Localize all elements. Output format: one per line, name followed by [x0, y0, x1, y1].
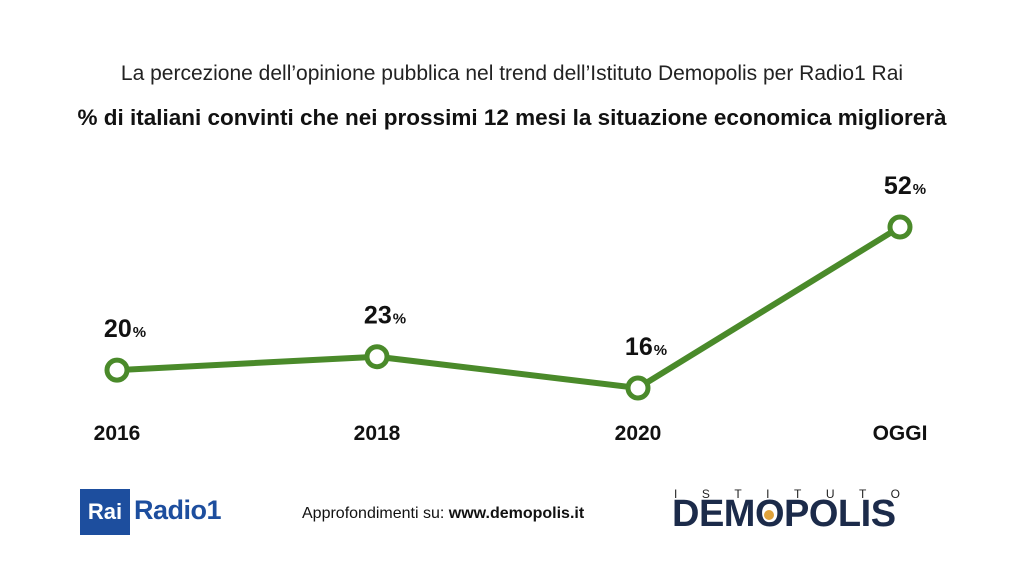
x-tick-label: 2020 — [615, 422, 662, 445]
data-point — [364, 344, 390, 370]
data-label: 52% — [884, 172, 926, 200]
radio1-logo: Radio1 — [134, 495, 222, 525]
footer-url[interactable]: www.demopolis.it — [448, 505, 585, 522]
x-tick-label: OGGI — [873, 422, 928, 445]
footer-note: Approfondimenti su: www.demopolis.it — [302, 505, 584, 523]
data-label: 23% — [364, 302, 406, 330]
data-point — [104, 357, 130, 383]
x-tick-label: 2018 — [354, 422, 401, 445]
chart-title: % di italiani convinti che nei prossimi … — [77, 105, 947, 130]
chart-subtitle: La percezione dell’opinione pubblica nel… — [120, 62, 904, 85]
data-point — [887, 214, 913, 240]
data-label: 20% — [104, 315, 146, 343]
x-tick-label: 2016 — [94, 422, 141, 445]
series-line — [116, 224, 902, 391]
rai-logo: Rai — [80, 489, 130, 535]
footer-prefix: Approfondimenti su: — [302, 505, 449, 522]
demopolis-logo: DEMOPOLIS — [672, 493, 896, 535]
data-label: 16% — [625, 333, 667, 361]
data-point — [625, 375, 651, 401]
demopolis-istituto-label: ISTITUTO — [674, 487, 925, 501]
demopolis-logo-o: O — [754, 493, 785, 535]
